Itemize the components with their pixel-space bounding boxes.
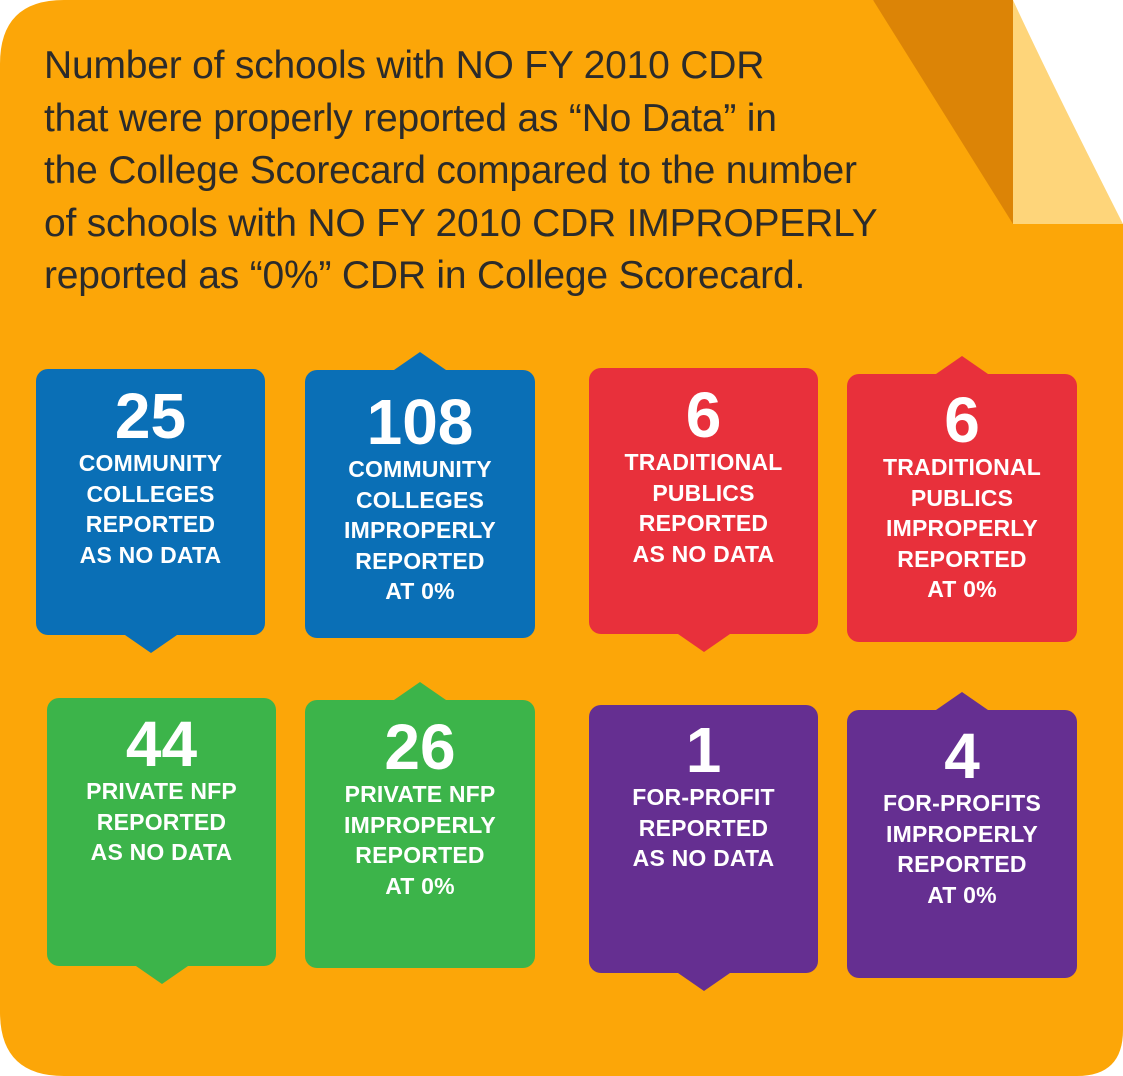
stat-label-line: TRADITIONAL	[624, 449, 783, 475]
stat-card-for-profits-improperly: 4 FOR-PROFITS IMPROPERLY REPORTED AT 0%	[847, 692, 1077, 978]
stat-label-line: IMPROPERLY	[886, 515, 1038, 542]
card-pointer	[677, 973, 730, 991]
stat-label: TRADITIONAL PUBLICS IMPROPERLY REPORTED …	[847, 452, 1077, 605]
stat-label-line: AS NO DATA	[79, 541, 222, 568]
card-content: 44 PRIVATE NFP REPORTED AS NO DATA	[47, 712, 276, 868]
card-body	[36, 369, 265, 635]
stat-value: 6	[685, 379, 722, 451]
stat-card-private-nfp-improperly: 26 PRIVATE NFP IMPROPERLY REPORTED AT 0%	[305, 682, 535, 968]
stat-value: 1	[685, 714, 722, 786]
stat-card-community-colleges-improperly: 108 COMMUNITY COLLEGES IMPROPERLY REPORT…	[305, 352, 535, 638]
stat-label-line: COMMUNITY	[348, 456, 492, 482]
stat-card-community-colleges-no-data: 25 COMMUNITY COLLEGES REPORTED AS NO DAT…	[36, 369, 265, 653]
stat-label-line: REPORTED	[85, 511, 216, 538]
card-pointer	[677, 634, 730, 652]
card-pointer	[936, 692, 988, 710]
stat-value: 44	[125, 708, 198, 780]
stat-value: 26	[384, 711, 456, 783]
stat-label: PRIVATE NFP REPORTED AS NO DATA	[47, 776, 276, 868]
stat-label-line: AS NO DATA	[90, 839, 233, 866]
card-pointer	[394, 682, 446, 700]
stat-label-line: IMPROPERLY	[886, 820, 1038, 847]
stat-label-line: AT 0%	[385, 578, 455, 605]
card-content: 26 PRIVATE NFP IMPROPERLY REPORTED AT 0%	[305, 715, 535, 901]
stat-label-line: AS NO DATA	[632, 540, 775, 567]
card-body	[305, 370, 535, 638]
headline-line: reported as “0%” CDR in College Scorecar…	[44, 254, 806, 297]
stat-label-line: IMPROPERLY	[344, 811, 496, 838]
card-body	[847, 374, 1077, 642]
stat-label-line: PRIVATE NFP	[344, 781, 496, 807]
card-pointer	[135, 966, 188, 984]
stat-label-line: PRIVATE NFP	[86, 778, 237, 804]
stat-card-for-profit-no-data: 1 FOR-PROFIT REPORTED AS NO DATA	[589, 705, 818, 991]
page-curl-icon	[1013, 0, 1123, 224]
stat-value: 25	[114, 380, 187, 452]
card-body	[847, 710, 1077, 978]
stat-card-traditional-publics-improperly: 6 TRADITIONAL PUBLICS IMPROPERLY REPORTE…	[847, 356, 1077, 642]
stat-label-line: REPORTED	[355, 547, 485, 574]
headline-line: of schools with NO FY 2010 CDR IMPROPERL…	[44, 201, 878, 245]
card-body	[589, 368, 818, 634]
page-curl-shadow-icon	[873, 0, 1013, 224]
stat-label-line: TRADITIONAL	[882, 454, 1042, 480]
stat-label: PRIVATE NFP IMPROPERLY REPORTED AT 0%	[305, 779, 535, 901]
stat-label-line: REPORTED	[355, 842, 485, 869]
card-pointer	[936, 356, 988, 374]
stat-label-line: FOR-PROFITS	[882, 790, 1042, 816]
stat-label-line: REPORTED	[897, 545, 1027, 572]
stat-label-line: AT 0%	[385, 872, 455, 899]
stat-label-line: IMPROPERLY	[344, 517, 496, 544]
stat-value: 4	[944, 720, 980, 792]
stat-label: COMMUNITY COLLEGES IMPROPERLY REPORTED A…	[305, 454, 535, 607]
headline-line: that were properly reported as “No Data”…	[44, 96, 777, 140]
stat-label-line: PUBLICS	[652, 479, 755, 506]
headline-line: the College Scorecard compared to the nu…	[44, 149, 857, 192]
card-body	[589, 705, 818, 973]
stat-label-line: REPORTED	[638, 510, 769, 537]
card-pointer	[394, 352, 446, 370]
card-content: 6 TRADITIONAL PUBLICS IMPROPERLY REPORTE…	[847, 388, 1077, 605]
stat-label-line: AS NO DATA	[632, 845, 775, 872]
stat-label-line: AT 0%	[927, 576, 997, 603]
stat-label-line: FOR-PROFIT	[632, 784, 775, 810]
stat-label: FOR-PROFIT REPORTED AS NO DATA	[589, 782, 818, 874]
card-content: 1 FOR-PROFIT REPORTED AS NO DATA	[589, 718, 818, 874]
stat-label-line: REPORTED	[96, 808, 227, 835]
stat-value: 6	[944, 384, 980, 456]
card-content: 6 TRADITIONAL PUBLICS REPORTED AS NO DAT…	[589, 383, 818, 569]
card-content: 25 COMMUNITY COLLEGES REPORTED AS NO DAT…	[36, 384, 265, 570]
stat-card-traditional-publics-no-data: 6 TRADITIONAL PUBLICS REPORTED AS NO DAT…	[589, 368, 818, 652]
stat-label: FOR-PROFITS IMPROPERLY REPORTED AT 0%	[847, 788, 1077, 910]
stat-label-line: COLLEGES	[355, 486, 485, 513]
stat-label-line: PUBLICS	[910, 484, 1014, 511]
headline-line: Number of schools with NO FY 2010 CDR	[44, 44, 765, 87]
stat-label-line: REPORTED	[638, 814, 769, 841]
card-body	[47, 698, 276, 966]
stat-label-line: COLLEGES	[86, 480, 215, 507]
card-content: 108 COMMUNITY COLLEGES IMPROPERLY REPORT…	[305, 390, 535, 607]
stat-value: 108	[366, 386, 474, 458]
stat-label-line: REPORTED	[897, 851, 1027, 878]
stat-card-private-nfp-no-data: 44 PRIVATE NFP REPORTED AS NO DATA	[47, 698, 276, 984]
stat-label: TRADITIONAL PUBLICS REPORTED AS NO DATA	[589, 447, 818, 569]
stat-label-line: COMMUNITY	[78, 450, 223, 476]
stat-label-line: AT 0%	[927, 881, 997, 908]
card-body	[305, 700, 535, 968]
stat-label: COMMUNITY COLLEGES REPORTED AS NO DATA	[36, 448, 265, 570]
card-pointer	[124, 635, 177, 653]
card-content: 4 FOR-PROFITS IMPROPERLY REPORTED AT 0%	[847, 724, 1077, 910]
headline: Number of schools with NO FY 2010 CDR th…	[44, 40, 1004, 303]
